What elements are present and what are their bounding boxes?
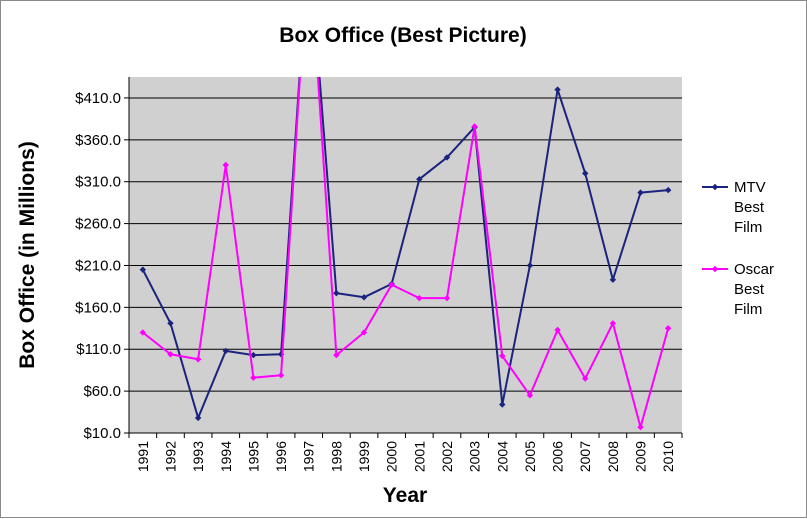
data-point — [360, 329, 368, 336]
data-point — [664, 325, 672, 332]
data-point — [333, 351, 340, 359]
data-point — [167, 320, 174, 327]
y-tick-label: $410.0 — [75, 90, 121, 107]
x-tick-label: 2008 — [605, 441, 621, 472]
x-tick-label: 2000 — [384, 441, 400, 472]
plot-area — [129, 77, 682, 433]
data-point — [582, 170, 589, 177]
data-point — [609, 320, 617, 327]
x-tick-label: 2003 — [467, 441, 483, 472]
data-point — [416, 175, 423, 183]
data-point — [664, 186, 672, 194]
data-point — [582, 375, 589, 382]
legend-label: Best — [734, 281, 765, 298]
data-point — [139, 266, 147, 273]
legend-label: Oscar — [734, 261, 774, 278]
x-axis-title: Year — [383, 484, 427, 507]
series-line-mtv — [141, 77, 669, 419]
x-axis-ticks: 1991 1992 1993 1994 1995 1996 1997 1998 1999 2000… — [128, 433, 683, 472]
data-point — [250, 374, 257, 381]
x-tick-label: 1994 — [218, 441, 234, 472]
x-tick-label: 1991 — [135, 441, 151, 472]
legend-label: Film — [734, 219, 762, 236]
legend-label: MTV — [734, 179, 766, 196]
data-point — [526, 262, 534, 269]
data-point — [222, 161, 229, 169]
data-point — [499, 401, 506, 408]
data-point — [167, 351, 174, 358]
y-tick-label: $10.0 — [83, 425, 121, 442]
y-axis-ticks: $10.0 $60.0 $110.0 $160.0 $210.0 $260.0 $310.0… — [75, 90, 129, 442]
data-point — [194, 414, 202, 422]
legend-label: Best — [734, 199, 765, 216]
x-tick-label: 2004 — [494, 441, 510, 472]
data-point — [637, 423, 644, 431]
y-tick-label: $60.0 — [83, 383, 121, 400]
legend-marker — [711, 183, 719, 191]
data-point — [443, 154, 451, 161]
data-point — [277, 372, 285, 379]
x-tick-label: 1993 — [190, 441, 206, 472]
x-tick-label: 2006 — [550, 441, 566, 472]
y-tick-label: $210.0 — [75, 257, 121, 274]
x-tick-label: 1995 — [245, 441, 261, 472]
series-layer — [139, 77, 672, 431]
x-tick-label: 1999 — [356, 441, 372, 472]
x-tick-label: 2009 — [633, 441, 649, 472]
y-tick-label: $160.0 — [75, 299, 121, 316]
data-point — [250, 351, 257, 359]
data-point — [609, 276, 617, 283]
data-point — [554, 86, 561, 93]
x-tick-label: 2001 — [411, 441, 427, 472]
x-tick-label: 2010 — [660, 441, 676, 472]
x-tick-label: 1996 — [273, 441, 289, 472]
x-tick-label: 2007 — [577, 441, 593, 472]
chart-title: Box Office (Best Picture) — [279, 24, 526, 47]
x-tick-label: 2005 — [522, 441, 538, 472]
data-point — [526, 392, 534, 399]
data-point — [360, 294, 368, 301]
data-point — [194, 356, 202, 363]
data-point — [222, 347, 229, 355]
data-point — [443, 294, 451, 302]
legend: MTV Best Film Oscar Best Film — [702, 179, 774, 318]
y-tick-label: $360.0 — [75, 132, 121, 149]
series-line-oscar — [142, 77, 670, 429]
x-tick-label: 2002 — [439, 441, 455, 472]
data-point — [139, 329, 147, 336]
y-tick-label: $310.0 — [75, 174, 121, 191]
y-tick-label: $260.0 — [75, 216, 121, 233]
data-point — [333, 289, 340, 297]
y-tick-label: $110.0 — [76, 341, 121, 358]
x-tick-label: 1992 — [162, 441, 178, 472]
y-axis-title: Box Office (in Millions) — [16, 141, 39, 369]
legend-label: Film — [734, 301, 762, 318]
data-point — [637, 189, 644, 196]
data-point — [388, 281, 395, 288]
data-point — [416, 294, 423, 302]
data-point — [554, 326, 561, 334]
x-tick-label: 1997 — [301, 441, 317, 472]
gridlines — [129, 97, 682, 434]
x-tick-label: 1998 — [328, 441, 344, 472]
legend-marker — [711, 265, 719, 273]
data-point — [499, 352, 506, 360]
